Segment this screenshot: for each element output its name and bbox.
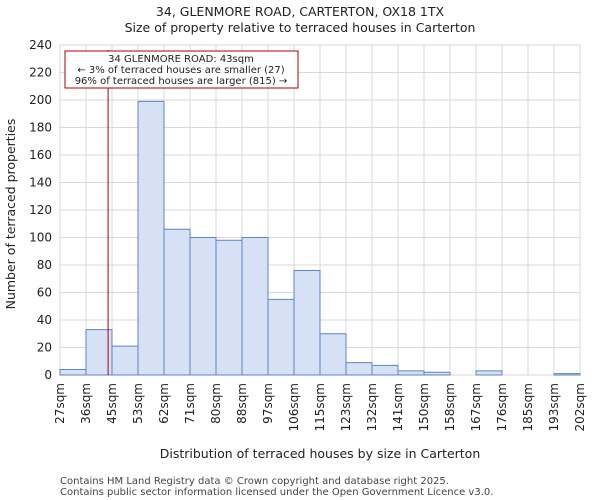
y-tick-80: 80 bbox=[37, 258, 52, 272]
x-tick-132sqm: 132sqm bbox=[365, 383, 379, 431]
bar-167sqm bbox=[475, 370, 503, 376]
x-tick-27sqm: 27sqm bbox=[53, 383, 67, 424]
annotation-line-3: 96% of terraced houses are larger (815) … bbox=[75, 76, 288, 87]
annotation-box: 34 GLENMORE ROAD: 43sqm ← 3% of terraced… bbox=[64, 50, 299, 89]
x-tick-193sqm: 193sqm bbox=[547, 383, 561, 431]
y-axis-label: Number of terraced properties bbox=[3, 119, 18, 310]
bar-123sqm bbox=[345, 362, 373, 376]
bar-88sqm bbox=[241, 237, 269, 376]
x-tick-167sqm: 167sqm bbox=[469, 383, 483, 431]
y-tick-120: 120 bbox=[29, 203, 52, 217]
bar-53sqm bbox=[137, 100, 165, 376]
x-tick-45sqm: 45sqm bbox=[105, 383, 119, 424]
x-tick-141sqm: 141sqm bbox=[391, 383, 405, 431]
bar-106sqm bbox=[293, 270, 321, 376]
bar-132sqm bbox=[371, 364, 399, 376]
chart-subtitle: Size of property relative to terraced ho… bbox=[125, 20, 476, 35]
x-tick-53sqm: 53sqm bbox=[131, 383, 145, 424]
x-tick-158sqm: 158sqm bbox=[443, 383, 457, 431]
x-tick-36sqm: 36sqm bbox=[79, 383, 93, 424]
y-tick-200: 200 bbox=[29, 93, 52, 107]
annotation-line-1: 34 GLENMORE ROAD: 43sqm bbox=[108, 54, 254, 65]
bar-80sqm bbox=[215, 239, 243, 376]
x-tick-labels: 27sqm 36sqm 45sqm 53sqm 62sqm 71sqm 80sqm 88sqm… bbox=[53, 383, 587, 431]
y-tick-labels: 0 20 40 60 80 100 120 140 160 180 200 220 240 bbox=[29, 38, 52, 382]
y-tick-100: 100 bbox=[29, 231, 52, 245]
y-tick-180: 180 bbox=[29, 121, 52, 135]
y-tick-140: 140 bbox=[29, 176, 52, 190]
y-tick-60: 60 bbox=[37, 286, 52, 300]
x-tick-88sqm: 88sqm bbox=[235, 383, 249, 424]
bar-97sqm bbox=[267, 298, 295, 376]
x-tick-115sqm: 115sqm bbox=[313, 383, 327, 431]
x-tick-80sqm: 80sqm bbox=[209, 383, 223, 424]
footer-line-1: Contains HM Land Registry data © Crown c… bbox=[60, 476, 449, 487]
y-tick-20: 20 bbox=[37, 341, 52, 355]
x-tick-106sqm: 106sqm bbox=[287, 383, 301, 431]
bar-115sqm bbox=[319, 333, 347, 376]
bar-141sqm bbox=[397, 370, 425, 376]
bar-62sqm bbox=[163, 228, 191, 376]
x-tick-202sqm: 202sqm bbox=[573, 383, 587, 431]
x-tick-97sqm: 97sqm bbox=[261, 383, 275, 424]
footer-line-2: Contains public sector information licen… bbox=[60, 487, 493, 498]
bar-193sqm bbox=[553, 373, 581, 376]
x-tick-176sqm: 176sqm bbox=[495, 383, 509, 431]
bar-27sqm bbox=[59, 369, 87, 376]
x-tick-62sqm: 62sqm bbox=[157, 383, 171, 424]
chart-title: 34, GLENMORE ROAD, CARTERTON, OX18 1TX bbox=[156, 4, 445, 19]
bar-71sqm bbox=[189, 237, 217, 376]
x-tick-71sqm: 71sqm bbox=[183, 383, 197, 424]
y-tick-0: 0 bbox=[44, 368, 52, 382]
y-tick-40: 40 bbox=[37, 313, 52, 327]
y-tick-160: 160 bbox=[29, 148, 52, 162]
x-tick-185sqm: 185sqm bbox=[521, 383, 535, 431]
annotation-line-2: ← 3% of terraced houses are smaller (27) bbox=[77, 65, 284, 76]
y-tick-220: 220 bbox=[29, 66, 52, 80]
x-axis-label: Distribution of terraced houses by size … bbox=[160, 446, 481, 461]
bar-45sqm bbox=[111, 345, 139, 376]
x-tick-123sqm: 123sqm bbox=[339, 383, 353, 431]
y-tick-240: 240 bbox=[29, 38, 52, 52]
x-tick-150sqm: 150sqm bbox=[417, 383, 431, 431]
bar-150sqm bbox=[423, 371, 451, 376]
